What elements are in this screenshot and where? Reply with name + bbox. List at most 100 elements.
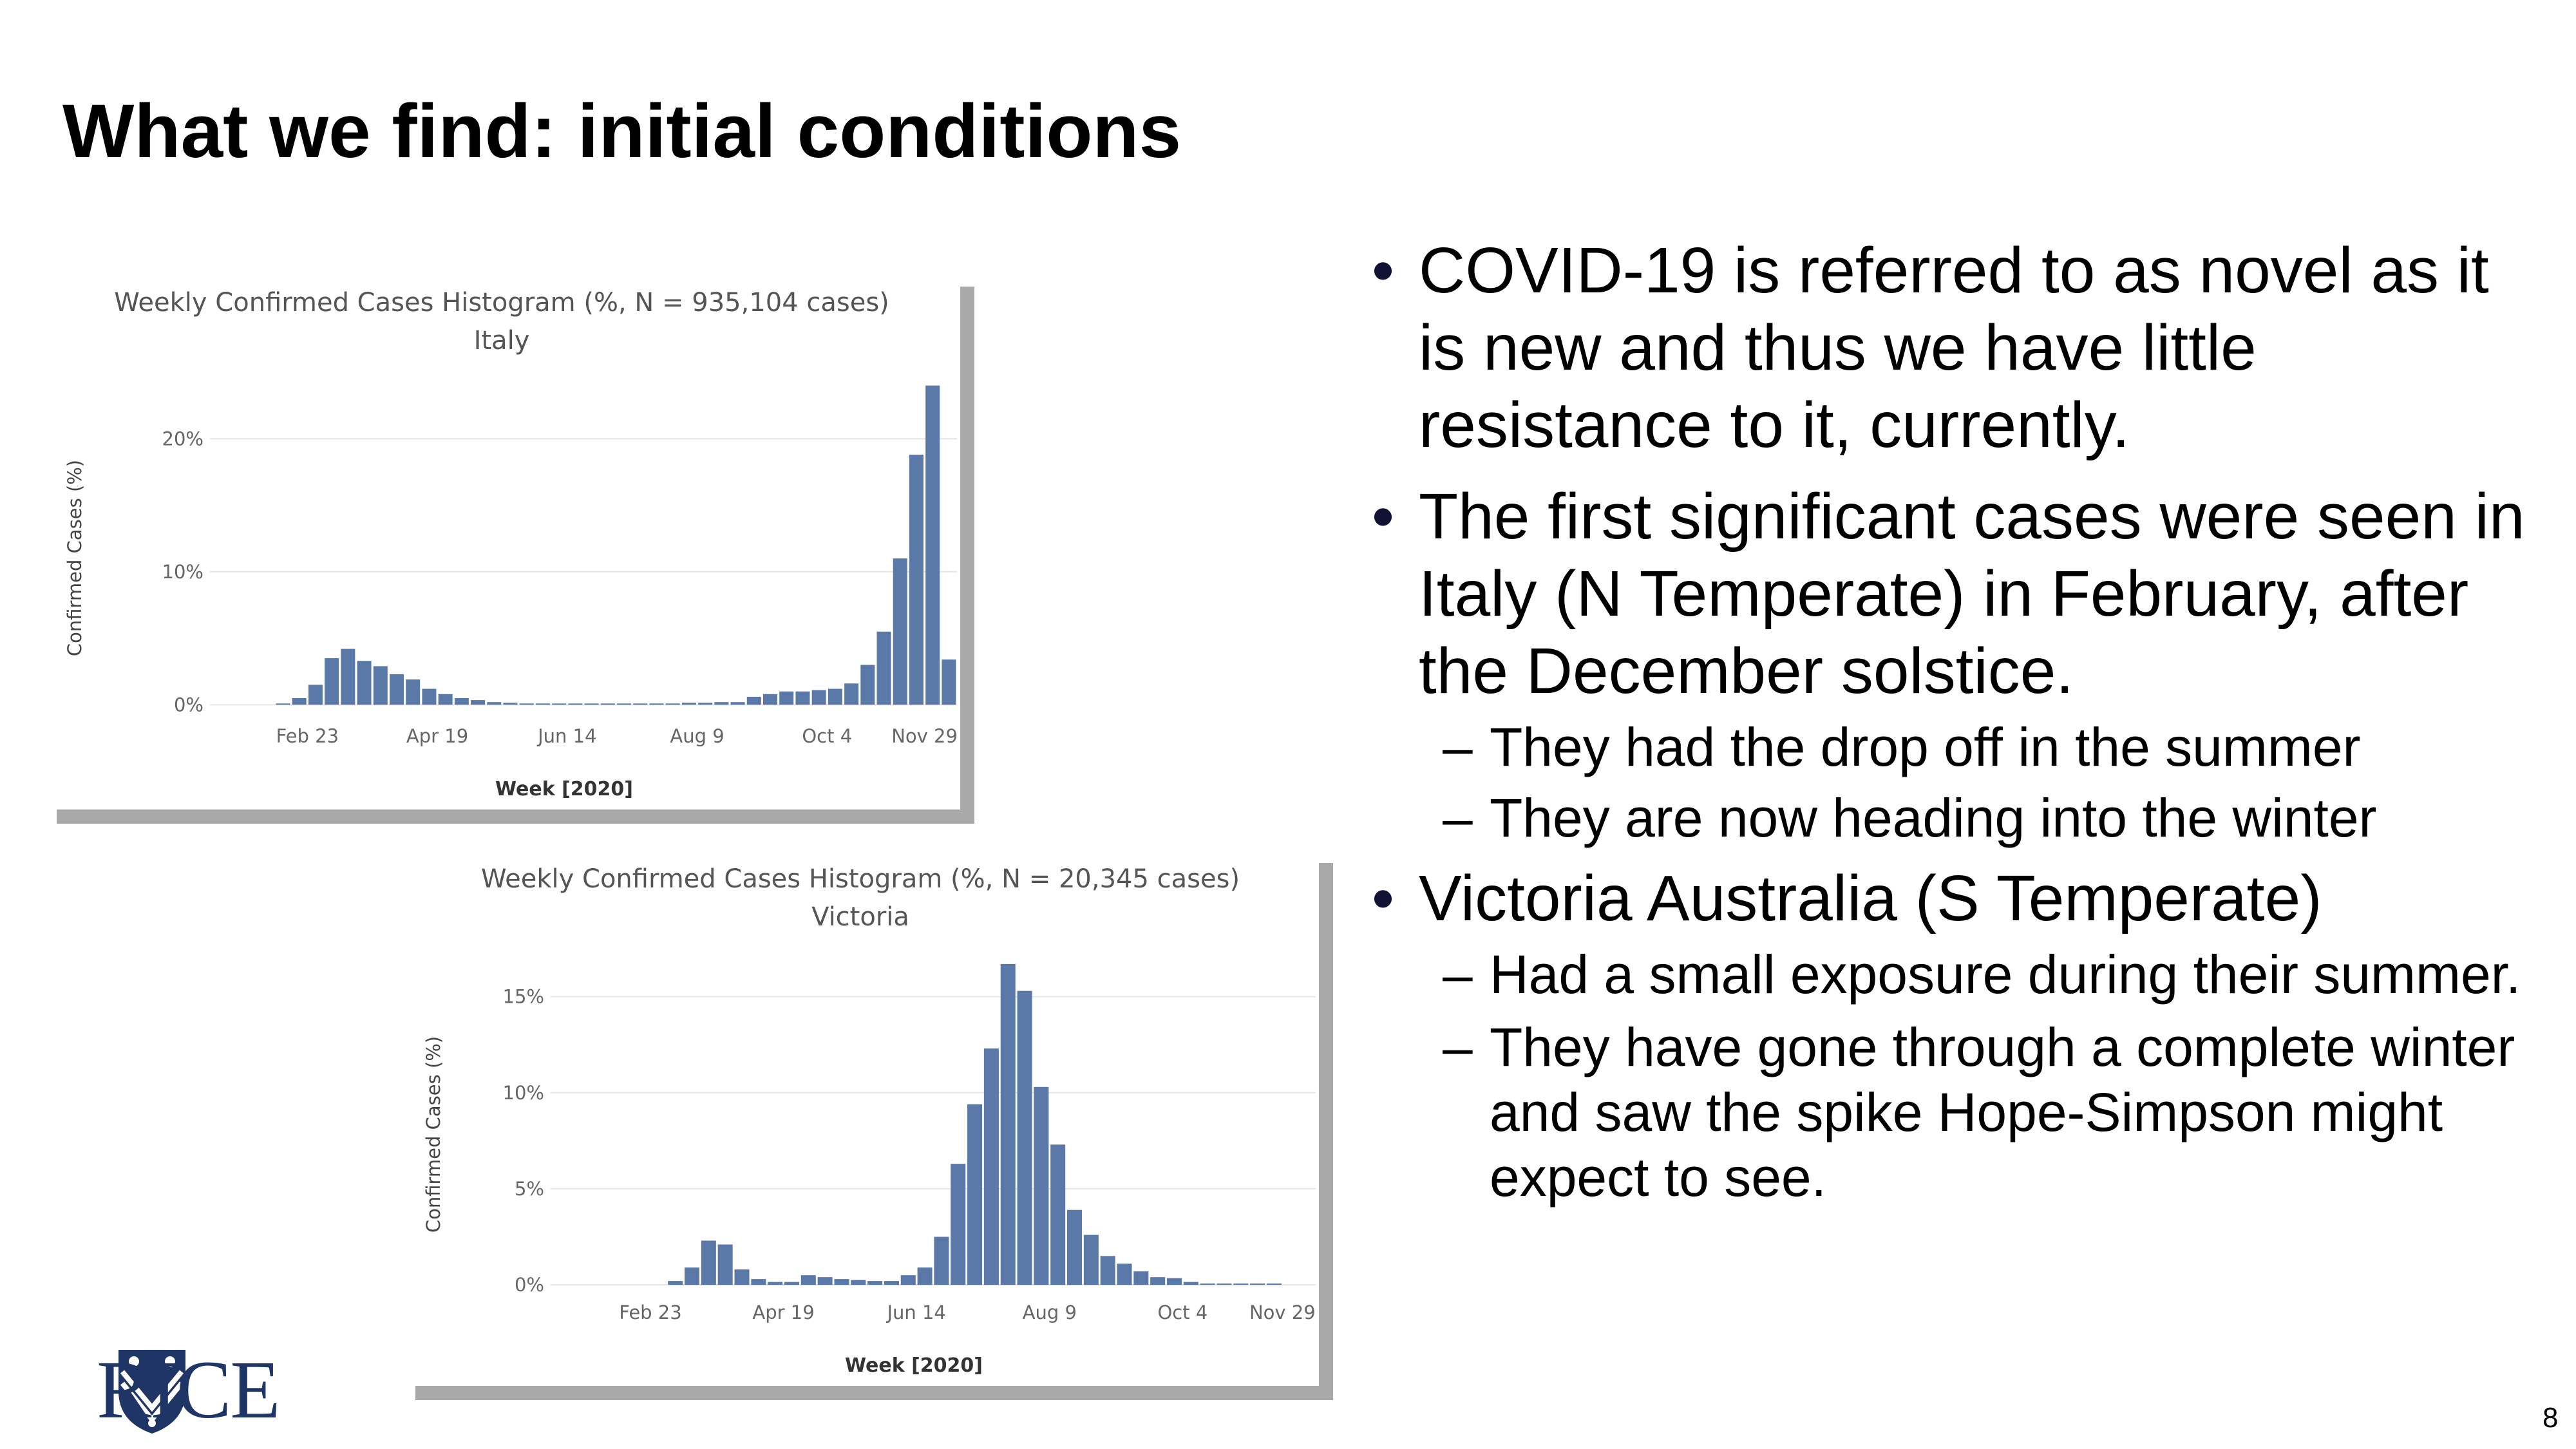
histogram-bar bbox=[717, 1244, 733, 1285]
histogram-bar bbox=[714, 702, 729, 705]
y-tick-label: 0% bbox=[515, 1274, 544, 1296]
histogram-bar bbox=[406, 679, 421, 705]
histogram-bar bbox=[844, 683, 859, 705]
histogram-bar bbox=[276, 703, 290, 705]
histogram-bar bbox=[1000, 963, 1016, 1285]
histogram-bar bbox=[967, 1104, 983, 1285]
bullet-text: Victoria Australia (S Temperate) bbox=[1419, 862, 2322, 934]
histogram-bar bbox=[1017, 990, 1032, 1285]
dash-icon: – bbox=[1443, 944, 1473, 1005]
histogram-bar bbox=[795, 691, 810, 705]
y-tick-label: 10% bbox=[162, 561, 204, 583]
histogram-bar bbox=[681, 703, 696, 705]
histogram-bar bbox=[519, 703, 534, 705]
histogram-bar bbox=[763, 694, 777, 705]
histogram-bar bbox=[917, 1267, 933, 1285]
histogram-bar bbox=[454, 698, 469, 705]
histogram-bar bbox=[867, 1281, 883, 1285]
histogram-bar bbox=[900, 1275, 916, 1285]
histogram-bar bbox=[600, 703, 615, 705]
histogram-bar bbox=[1034, 1086, 1049, 1285]
bullet-dot-icon: • bbox=[1372, 862, 1395, 934]
y-tick-label: 5% bbox=[515, 1178, 544, 1200]
x-tick-label: Oct 4 bbox=[802, 725, 852, 747]
sub-bullet-text: They are now heading into the winter bbox=[1490, 788, 2377, 848]
histogram-bar bbox=[1166, 1278, 1182, 1285]
chart-title: Weekly Confirmed Cases Histogram (%, N =… bbox=[114, 288, 889, 317]
histogram-bar bbox=[390, 674, 404, 705]
histogram-bar bbox=[751, 1279, 766, 1285]
chart-title: Weekly Confirmed Cases Histogram (%, N =… bbox=[481, 864, 1240, 894]
italy-histogram-chart: Weekly Confirmed Cases Histogram (%, N =… bbox=[43, 272, 960, 810]
histogram-bar bbox=[357, 661, 372, 705]
x-axis-label: Week [2020] bbox=[845, 1354, 983, 1377]
histogram-bar bbox=[535, 703, 550, 705]
bullet-dot-icon: • bbox=[1372, 234, 1395, 307]
bullet-list: • COVID-19 is referred to as novel as it… bbox=[1372, 232, 2544, 1210]
histogram-bar bbox=[730, 702, 745, 705]
sub-bullet-text: They had the drop off in the summer bbox=[1490, 717, 2361, 777]
bullet-item: • Victoria Australia (S Temperate) bbox=[1372, 860, 2544, 937]
histogram-bar bbox=[876, 631, 891, 705]
victoria-histogram-chart: Weekly Confirmed Cases Histogram (%, N =… bbox=[401, 849, 1319, 1386]
histogram-bar bbox=[893, 558, 907, 705]
histogram-bar bbox=[1183, 1282, 1198, 1285]
histogram-bar bbox=[884, 1281, 899, 1285]
bullet-dot-icon: • bbox=[1372, 480, 1395, 553]
histogram-bar bbox=[934, 1236, 949, 1285]
histogram-bar bbox=[734, 1269, 750, 1285]
sub-bullet-text: Had a small exposure during their summer… bbox=[1490, 944, 2521, 1005]
x-tick-label: Nov 29 bbox=[891, 725, 958, 747]
histogram-bar bbox=[1067, 1209, 1083, 1285]
histogram-bar bbox=[341, 649, 355, 705]
histogram-bar bbox=[828, 688, 842, 705]
x-tick-label: Feb 23 bbox=[276, 725, 339, 747]
bullet-text: COVID-19 is referred to as novel as it i… bbox=[1419, 234, 2489, 461]
histogram-bar bbox=[665, 703, 680, 705]
dash-icon: – bbox=[1443, 717, 1473, 777]
slide-title: What we find: initial conditions bbox=[62, 89, 1182, 174]
histogram-bar bbox=[811, 690, 826, 705]
histogram-bar bbox=[698, 703, 713, 705]
histogram-bar bbox=[1217, 1283, 1232, 1285]
histogram-bar bbox=[1266, 1283, 1282, 1285]
rice-shield-logo-icon bbox=[118, 1350, 185, 1434]
dash-icon: – bbox=[1443, 788, 1473, 848]
histogram-bar bbox=[1100, 1256, 1115, 1285]
histogram-bar bbox=[942, 659, 956, 705]
histogram-bar bbox=[925, 385, 940, 705]
x-tick-label: Aug 9 bbox=[1023, 1302, 1077, 1323]
histogram-bar bbox=[471, 700, 486, 705]
histogram-bar bbox=[800, 1275, 816, 1285]
histogram-bar bbox=[487, 702, 502, 705]
histogram-bar bbox=[1150, 1277, 1166, 1285]
histogram-bar bbox=[951, 1164, 966, 1285]
histogram-bar bbox=[1250, 1283, 1265, 1285]
histogram-bar bbox=[784, 1282, 799, 1285]
histogram-bar bbox=[668, 1281, 683, 1285]
histogram-bar bbox=[983, 1048, 999, 1285]
histogram-bar bbox=[308, 685, 323, 705]
histogram-bar bbox=[422, 688, 437, 705]
histogram-bar bbox=[1233, 1283, 1249, 1285]
y-axis-label: Confirmed Cases (%) bbox=[64, 460, 86, 656]
histogram-bar bbox=[779, 691, 794, 705]
histogram-bar bbox=[568, 703, 583, 705]
sub-bullet-item: – They had the drop off in the summer bbox=[1372, 715, 2544, 780]
histogram-bar bbox=[1200, 1283, 1215, 1285]
histogram-bar bbox=[860, 665, 875, 705]
histogram-bar bbox=[552, 703, 567, 705]
y-tick-label: 20% bbox=[162, 428, 204, 450]
bullet-item: • COVID-19 is referred to as novel as it… bbox=[1372, 232, 2544, 464]
bullet-text: The first significant cases were seen in… bbox=[1419, 480, 2525, 707]
histogram-bar bbox=[834, 1279, 849, 1285]
y-axis-label: Confirmed Cases (%) bbox=[422, 1036, 444, 1233]
x-axis-label: Week [2020] bbox=[495, 778, 633, 800]
victoria-chart-svg: Weekly Confirmed Cases Histogram (%, N =… bbox=[422, 864, 1316, 1377]
sub-bullet-item: – Had a small exposure during their summ… bbox=[1372, 942, 2544, 1007]
chart-subtitle: Italy bbox=[474, 326, 530, 355]
bullet-item: • The first significant cases were seen … bbox=[1372, 478, 2544, 710]
histogram-bar bbox=[1050, 1144, 1066, 1285]
histogram-bar bbox=[633, 703, 648, 705]
histogram-bar bbox=[817, 1277, 833, 1285]
